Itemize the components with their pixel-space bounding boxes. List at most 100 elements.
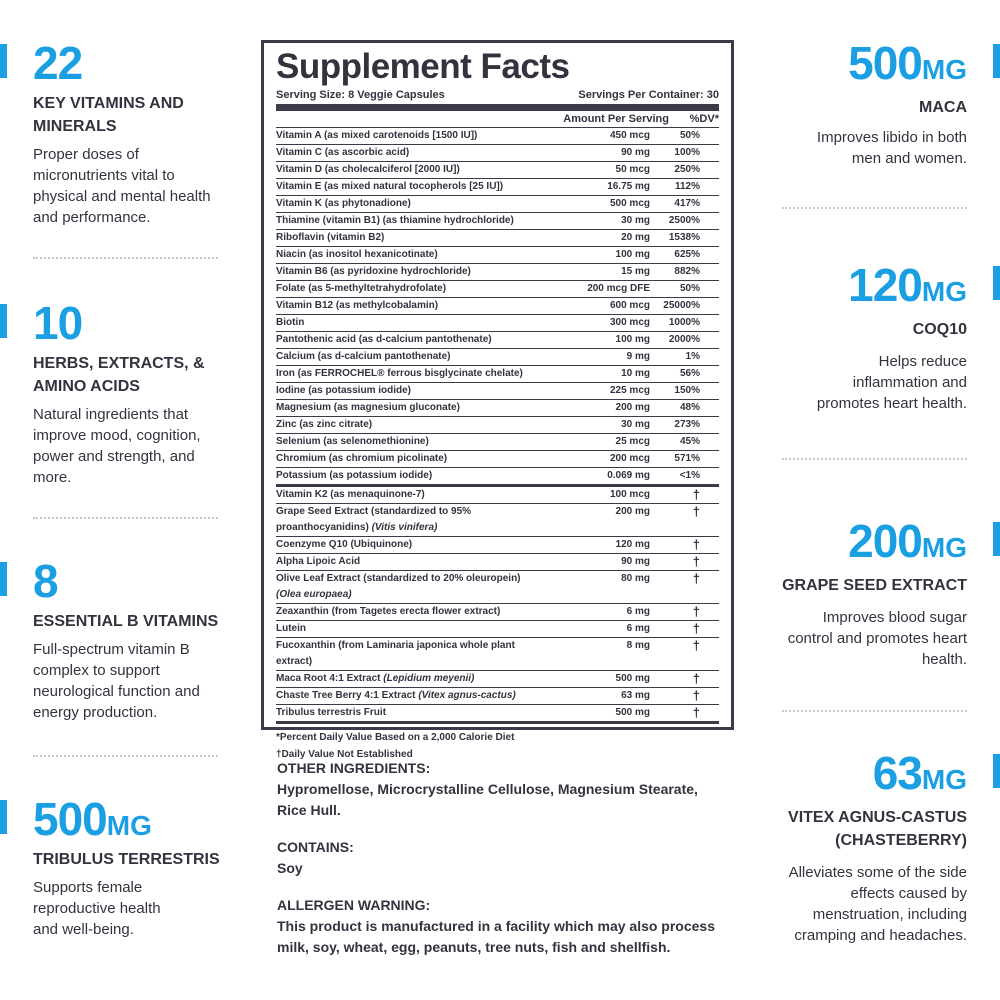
feature-text: Improves libido in both men and women.	[816, 129, 967, 167]
feature-title: ESSENTIAL B VITAMINS	[33, 613, 219, 630]
daily-value: 1000%	[668, 317, 700, 328]
daily-value: 56%	[679, 368, 700, 379]
feature-number: 10	[33, 300, 238, 346]
amount: 500 mcg	[609, 198, 650, 209]
facts-header: Amount Per Serving %DV*	[276, 111, 719, 128]
feature-number: 63MG	[757, 750, 967, 796]
feature-number: 22	[33, 40, 238, 86]
daily-value: 250%	[674, 164, 700, 175]
amount: 30 mg	[621, 215, 650, 226]
ingredient: Chromium (as chromium picolinate)	[276, 451, 550, 467]
facts-row: Riboflavin (vitamin B2) 20 mg 1538%	[276, 230, 719, 247]
dv-header: %DV*	[689, 113, 719, 125]
feature-number: 200MG	[757, 518, 967, 564]
daily-value: 571%	[674, 453, 700, 464]
number: 500	[848, 37, 923, 89]
ingredient: Vitamin B12 (as methylcobalamin)	[276, 298, 550, 314]
ingredient: Olive Leaf Extract (standardized to 20% …	[276, 571, 550, 603]
ingredient-name: Vitamin A (as mixed carotenoids [1500 IU…	[276, 130, 478, 141]
feature-title: COQ10	[912, 321, 967, 338]
ingredient: Zinc (as zinc citrate)	[276, 417, 550, 433]
ingredient-name: Vitamin K (as phytonadione)	[276, 198, 411, 209]
amount: 9 mg	[626, 351, 650, 362]
amount: 6 mg	[626, 623, 650, 634]
ingredient: Maca Root 4:1 Extract (Lepidium meyenii)	[276, 671, 550, 687]
facts-row: Grape Seed Extract (standardized to 95% …	[276, 504, 719, 537]
daily-value: †	[692, 621, 700, 636]
ingredient: Pantothenic acid (as d-calcium pantothen…	[276, 332, 550, 348]
daily-value: †	[692, 705, 700, 720]
number: 120	[848, 259, 923, 311]
facts-row: Vitamin K2 (as menaquinone-7) 100 mcg †	[276, 487, 719, 504]
daily-value: <1%	[679, 470, 700, 481]
accent-bar	[993, 522, 1000, 556]
note: *Percent Daily Value Based on a 2,000 Ca…	[276, 732, 515, 743]
daily-value: †	[692, 571, 700, 586]
ingredient-name: Vitamin C (as ascorbic acid)	[276, 147, 410, 158]
daily-value: †	[692, 688, 700, 703]
ingredient-name: Folate (as 5-methyltetrahydrofolate)	[276, 283, 447, 294]
ingredient-name: Maca Root 4:1 Extract	[276, 673, 381, 684]
ingredient: Vitamin K (as phytonadione)	[276, 196, 550, 212]
feature: 63MG VITEX AGNUS-CASTUS (CHASTEBERRY) Alle…	[757, 750, 967, 946]
ingredient: Tribulus terrestris Fruit	[276, 705, 550, 721]
feature-text: Supports female reproductive health and …	[33, 879, 161, 938]
ingredient: Potassium (as potassium iodide)	[276, 468, 550, 484]
daily-value: †	[692, 487, 700, 502]
feature-text: Helps reduce inflammation and promotes h…	[816, 353, 967, 412]
facts-row: Zeaxanthin (from Tagetes erecta flower e…	[276, 604, 719, 621]
latin-name: (Vitis vinifera)	[371, 522, 438, 533]
daily-value: 417%	[674, 198, 700, 209]
section-heading: OTHER INGREDIENTS:	[277, 760, 431, 776]
unit: MG	[106, 810, 152, 841]
unit: MG	[921, 764, 967, 795]
facts-row: Tribulus terrestris Fruit 500 mg †	[276, 705, 719, 724]
daily-value: †	[692, 537, 700, 552]
amount: 15 mg	[621, 266, 650, 277]
ingredient-name: Vitamin B12 (as methylcobalamin)	[276, 300, 439, 311]
ingredient-name: Zinc (as zinc citrate)	[276, 419, 373, 430]
facts-row: Maca Root 4:1 Extract (Lepidium meyenii)…	[276, 671, 719, 688]
ingredient-name: Lutein	[276, 623, 306, 634]
amount-header: Amount Per Serving	[563, 113, 669, 125]
daily-value: 2000%	[668, 334, 700, 345]
section: ALLERGEN WARNING: This product is manufac…	[277, 895, 727, 958]
ingredient-name: Vitamin D (as cholecalciferol [2000 IU])	[276, 164, 460, 175]
number: 200	[848, 515, 923, 567]
ingredient-name: Potassium (as potassium iodide)	[276, 470, 433, 481]
ingredient: Vitamin B6 (as pyridoxine hydrochloride)	[276, 264, 550, 280]
ingredient-name: Alpha Lipoic Acid	[276, 556, 361, 567]
ingredient-name: Calcium (as d-calcium pantothenate)	[276, 351, 451, 362]
number: 10	[33, 297, 83, 349]
facts-title: Supplement Facts	[276, 47, 570, 86]
amount: 30 mg	[621, 419, 650, 430]
feature: 200MG GRAPE SEED EXTRACT Improves blood su…	[757, 518, 967, 670]
facts-row: Vitamin B12 (as methylcobalamin) 600 mcg 2…	[276, 298, 719, 315]
ingredient-name: Selenium (as selenomethionine)	[276, 436, 429, 447]
ingredient: Selenium (as selenomethionine)	[276, 434, 550, 450]
facts-notes: *Percent Daily Value Based on a 2,000 Ca…	[276, 729, 719, 763]
facts-row: Folate (as 5-methyltetrahydrofolate) 200 …	[276, 281, 719, 298]
ingredient-name: Coenzyme Q10 (Ubiquinone)	[276, 539, 413, 550]
feature: 120MG COQ10 Helps reduce inflammation and …	[757, 262, 967, 414]
facts-row: Potassium (as potassium iodide) 0.069 mg <…	[276, 468, 719, 487]
amount: 63 mg	[621, 690, 650, 701]
facts-row: Niacin (as inositol hexanicotinate) 100 m…	[276, 247, 719, 264]
section-text: Soy	[277, 860, 303, 876]
ingredient-name: Zeaxanthin (from Tagetes erecta flower e…	[276, 606, 501, 617]
facts-row: Vitamin K (as phytonadione) 500 mcg 417%	[276, 196, 719, 213]
facts-row: Alpha Lipoic Acid 90 mg †	[276, 554, 719, 571]
ingredient: Chaste Tree Berry 4:1 Extract (Vitex agn…	[276, 688, 550, 704]
separator	[33, 517, 218, 519]
ingredient: Vitamin A (as mixed carotenoids [1500 IU…	[276, 128, 550, 144]
facts-row: Zinc (as zinc citrate) 30 mg 273%	[276, 417, 719, 434]
daily-value: 2500%	[668, 215, 700, 226]
daily-value: 25000%	[663, 300, 700, 311]
accent-bar	[993, 266, 1000, 300]
label-sections: OTHER INGREDIENTS: Hypromellose, Microcry…	[277, 758, 727, 974]
number: 22	[33, 37, 83, 89]
feature-text: Proper doses of micronutrients vital to …	[33, 146, 211, 226]
ingredient-name: Tribulus terrestris Fruit	[276, 707, 387, 718]
separator	[33, 755, 218, 757]
